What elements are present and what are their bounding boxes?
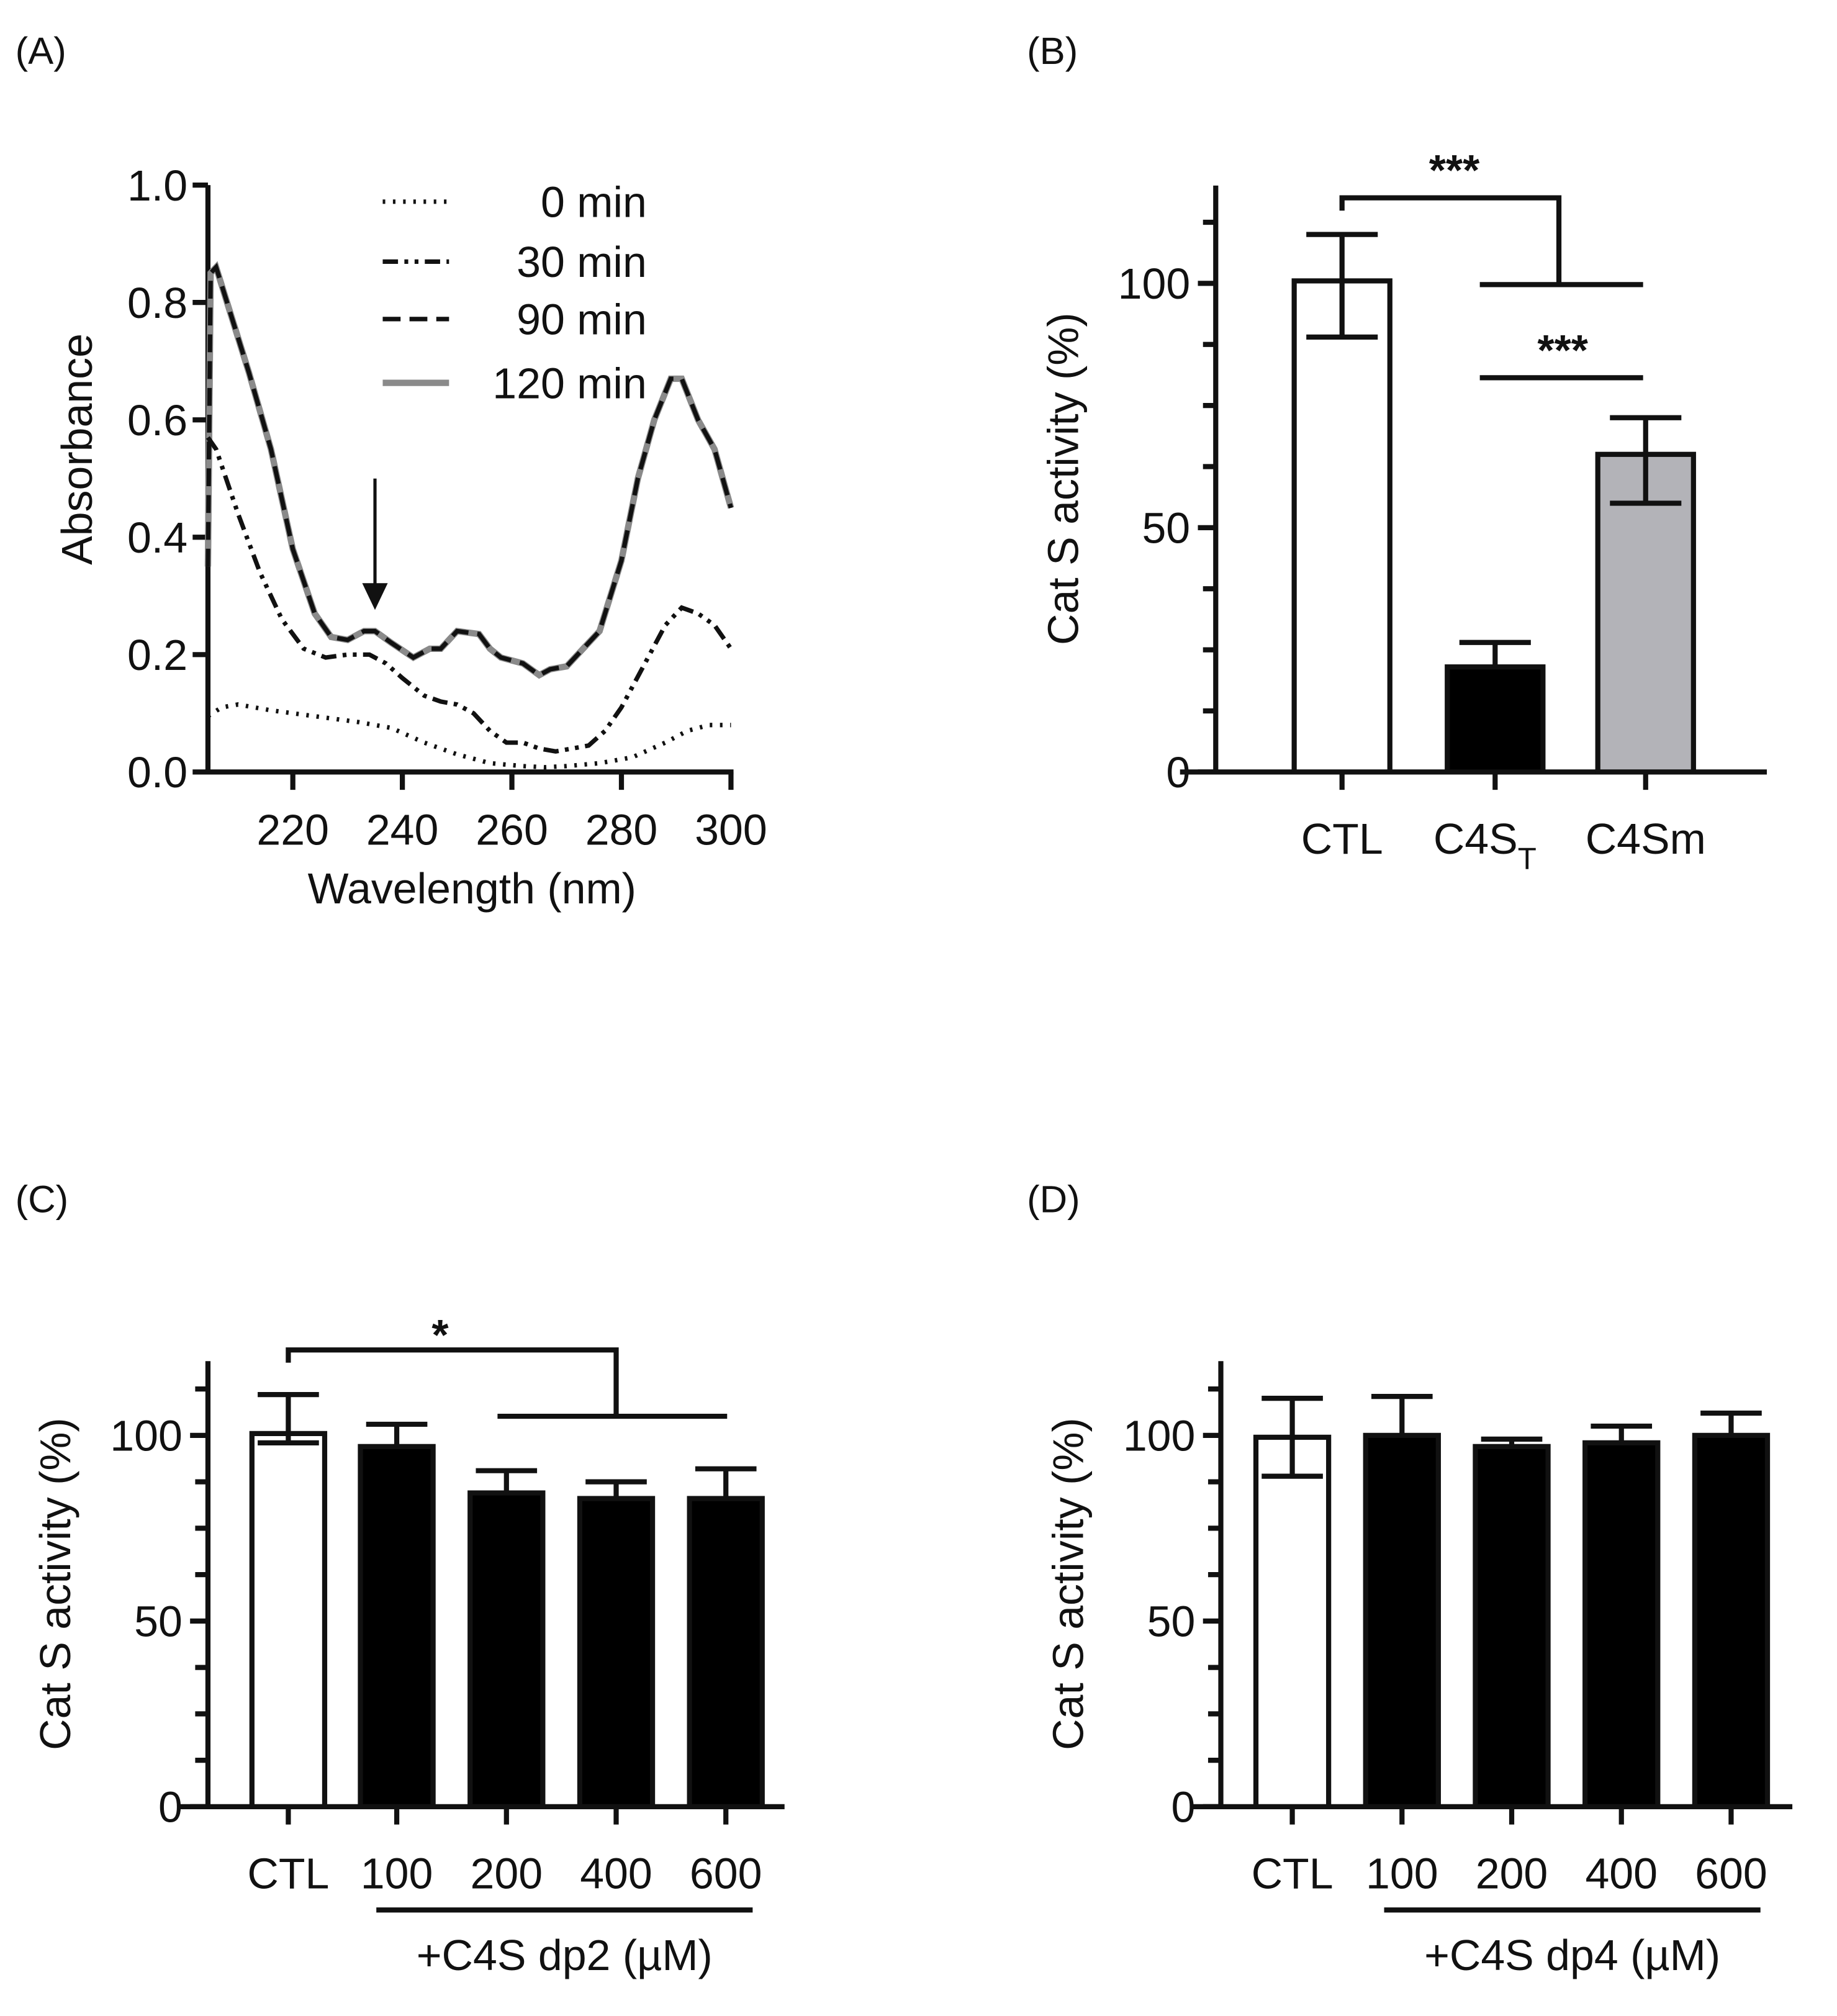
significance-stars: * (431, 1311, 449, 1359)
significance-bracket (1339, 195, 1643, 287)
series-line-90-min (205, 263, 733, 678)
bar-C4S (1445, 664, 1546, 775)
series-line-30-min (205, 436, 733, 754)
bar-CTL (249, 1431, 328, 1809)
x-tick-label-text: 200 (1476, 1849, 1548, 1897)
y-tick-label: 100 (110, 1412, 183, 1460)
significance-bracket (286, 1347, 728, 1419)
x-tick-label: C4ST (1433, 815, 1537, 876)
x-tick-label-text: 400 (580, 1849, 652, 1897)
bar-CTL (1291, 278, 1392, 775)
y-axis-label: Cat S activity (%) (31, 1417, 79, 1750)
x-tick-label: 220 (256, 805, 329, 854)
y-tick-label: 100 (1123, 1412, 1196, 1460)
bar-600 (1692, 1432, 1771, 1809)
x-tick-label: 400 (1585, 1849, 1658, 1897)
panel-c-bar-chart: 0 50 100 Cat S activity (%) CTL 100 200 400 600 +… (31, 1311, 785, 1979)
x-tick-label-text: CTL (1301, 815, 1383, 863)
x-tick-label: 260 (476, 805, 548, 854)
legend-label: 30 min (517, 238, 647, 286)
group-label: +C4S dp2 (µM) (417, 1931, 713, 1979)
bar-400 (577, 1496, 656, 1809)
panel-label-c: (C) (16, 1178, 69, 1221)
x-tick-label-text: 100 (1366, 1849, 1438, 1897)
x-tick-label-text: 100 (361, 1849, 433, 1897)
x-tick-label: 240 (366, 805, 439, 854)
panel-label-b: (B) (1027, 30, 1078, 73)
panel-d-bar-chart: 0 50 100 Cat S activity (%) CTL 100 200 400 600 +… (1044, 1361, 1793, 1979)
bar-200 (467, 1490, 546, 1809)
x-tick-label: 400 (580, 1849, 652, 1897)
x-tick-label: 280 (585, 805, 658, 854)
bar-CTL (1253, 1434, 1332, 1809)
y-axis-label: Absorbance (53, 333, 101, 565)
x-axis-label: Wavelength (nm) (308, 864, 636, 913)
bar-400 (1582, 1440, 1661, 1809)
panel-label-d: (D) (1027, 1178, 1080, 1221)
y-tick-label: 1.0 (127, 161, 187, 210)
y-tick-label: 0 (1171, 1783, 1196, 1832)
x-tick-label: 100 (361, 1849, 433, 1897)
significance-stars: *** (1429, 146, 1480, 194)
series-line-0-min (206, 702, 731, 770)
y-tick-label: 0.4 (127, 513, 187, 562)
x-tick-label-text: 600 (1695, 1849, 1767, 1897)
legend-label: 90 min (517, 296, 647, 344)
group-label: +C4S dp4 (µM) (1424, 1931, 1720, 1979)
x-tick-label-text: 200 (470, 1849, 543, 1897)
legend-label: 120 min (492, 359, 647, 407)
y-axis-label: Cat S activity (%) (1044, 1417, 1093, 1750)
y-tick-label: 0 (1166, 748, 1190, 797)
x-tick-label: CTL (1301, 815, 1383, 863)
bar-600 (687, 1496, 765, 1809)
y-tick-label: 0.2 (127, 631, 187, 679)
y-tick-label: 100 (1118, 260, 1191, 308)
x-tick-label-text: C4Sm (1586, 815, 1706, 863)
y-tick-label: 50 (1147, 1598, 1196, 1646)
x-tick-label-text: CTL (247, 1849, 329, 1897)
panel-a-absorbance-chart: 0.0 0.2 0.4 0.6 0.8 1.0 220 240 260 280 300 Wavelen… (53, 161, 767, 913)
bar-100 (358, 1444, 436, 1809)
bar-C4Sm (1595, 451, 1696, 775)
legend-label: 0 min (541, 178, 647, 226)
x-tick-label-text: 400 (1585, 1849, 1658, 1897)
x-tick-label: 200 (1476, 1849, 1548, 1897)
x-tick-label: 300 (695, 805, 767, 854)
y-tick-label: 0.6 (127, 396, 187, 445)
y-tick-label: 50 (134, 1598, 183, 1646)
x-tick-label: CTL (247, 1849, 329, 1897)
x-tick-label: 600 (1695, 1849, 1767, 1897)
significance-stars: *** (1537, 326, 1588, 374)
arrow-head-icon (362, 583, 388, 610)
panel-label-a: (A) (16, 30, 66, 73)
y-tick-label: 0 (158, 1783, 183, 1832)
x-tick-label: 600 (690, 1849, 762, 1897)
y-axis-label: Cat S activity (%) (1039, 312, 1087, 645)
bar-100 (1363, 1432, 1441, 1809)
panel-b-bar-chart: 0 50 100 Cat S activity (%) CTL C4ST C4Sm *** **… (1039, 146, 1767, 876)
x-tick-label-text: C4S (1433, 815, 1518, 863)
x-tick-label: 100 (1366, 1849, 1438, 1897)
x-tick-label-text: CTL (1252, 1849, 1334, 1897)
series-line-120-min (204, 261, 734, 679)
x-tick-label: 200 (470, 1849, 543, 1897)
y-tick-label: 50 (1142, 504, 1190, 553)
x-tick-label-text: 600 (690, 1849, 762, 1897)
y-tick-label: 0.8 (127, 279, 187, 327)
y-tick-label: 0.0 (127, 748, 187, 797)
x-tick-label: CTL (1252, 1849, 1334, 1897)
x-tick-label-subscript: T (1518, 842, 1537, 876)
x-tick-label: C4Sm (1586, 815, 1706, 863)
bar-200 (1473, 1444, 1551, 1809)
